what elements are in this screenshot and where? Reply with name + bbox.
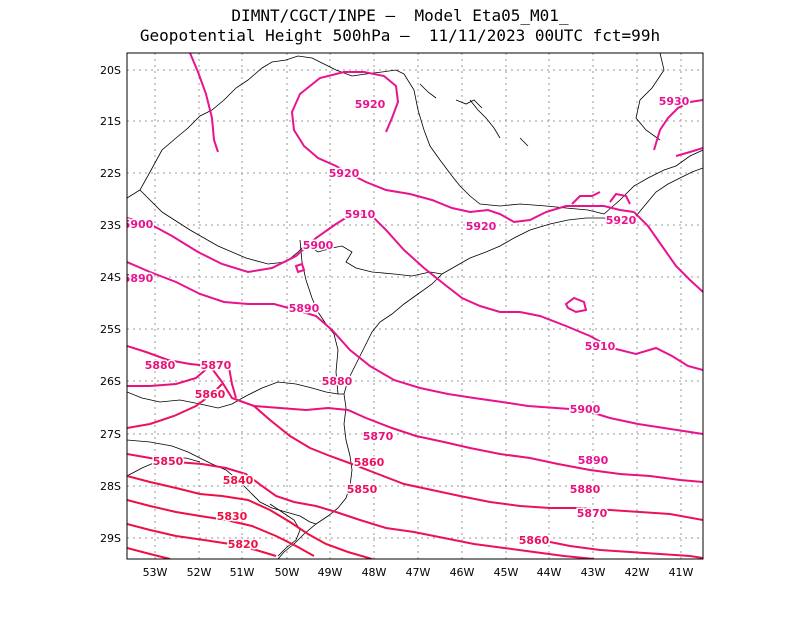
coastline-sp-rj [441, 167, 703, 275]
contour-label: 5890 [123, 272, 154, 285]
contour-5870 [127, 365, 211, 387]
contour-5870-b [227, 361, 237, 399]
contour-5900-small [294, 262, 306, 274]
contour-5810 [127, 547, 171, 559]
contour-5820 [127, 523, 277, 557]
lon-tick-label: 43W [581, 566, 606, 579]
lat-lon-grid [127, 53, 703, 559]
contour-label: 5870 [201, 359, 232, 372]
contour-5830 [127, 499, 315, 557]
contour-label: 5870 [577, 507, 608, 520]
lon-tick-label: 47W [406, 566, 431, 579]
contour-label: 5900 [303, 239, 334, 252]
state-border-es [635, 53, 665, 141]
axis-tick-labels: 20S 21S 22S 23S 24S 25S 26S 27S 28S 29S 53W 52W 51W 5… [100, 64, 694, 579]
lon-tick-label: 50W [275, 566, 300, 579]
contour-5930 [653, 99, 703, 151]
lon-tick-label: 44W [537, 566, 562, 579]
contour-label: 5860 [519, 534, 550, 547]
contour-label: 5830 [217, 510, 248, 523]
map-title-line-2: Geopotential Height 500hPa – 11/11/2023 … [139, 26, 661, 45]
state-border-sp-mg [403, 73, 605, 215]
contour-label: 5850 [347, 483, 378, 496]
state-border-rj-mg [603, 149, 703, 215]
contour-5910-east [633, 211, 703, 293]
contour-label: 5840 [223, 474, 254, 487]
contour-5840 [127, 475, 373, 559]
paraguay-river [299, 239, 339, 395]
lagoon-outline [269, 503, 301, 557]
contour-label: 5890 [578, 454, 609, 467]
contour-5920-loop-b [609, 192, 631, 205]
contour-label: 5820 [228, 538, 259, 551]
contour-5860-east [539, 539, 703, 559]
contour-5920-loop [571, 191, 601, 205]
lat-tick-label: 29S [100, 532, 121, 545]
geopotential-contours [127, 53, 703, 559]
map-frame [126, 52, 704, 560]
lon-tick-label: 51W [230, 566, 255, 579]
contour-5850 [127, 453, 595, 559]
contour-label: 5900 [570, 403, 601, 416]
lon-tick-label: 48W [362, 566, 387, 579]
contour-label: 5900 [123, 218, 154, 231]
contour-label: 5870 [363, 430, 394, 443]
lon-tick-label: 49W [318, 566, 343, 579]
lat-tick-label: 22S [100, 167, 121, 180]
contour-label: 5880 [322, 375, 353, 388]
lon-tick-label: 53W [143, 566, 168, 579]
contour-5930-b [675, 147, 703, 157]
lat-tick-label: 20S [100, 64, 121, 77]
contour-label: 5860 [354, 456, 385, 469]
reservoir-4 [419, 83, 437, 99]
contour-label: 5920 [466, 220, 497, 233]
contour-label: 5930 [659, 95, 690, 108]
lon-tick-label: 41W [669, 566, 694, 579]
contour-5910-blob [564, 296, 588, 314]
lat-tick-label: 25S [100, 323, 121, 336]
contour-label: 5850 [153, 455, 184, 468]
lon-tick-label: 46W [450, 566, 475, 579]
contour-label: 5910 [585, 340, 616, 353]
contour-label: 5890 [289, 302, 320, 315]
contour-5920-closed [290, 71, 635, 224]
state-border-pr-sc [127, 381, 344, 409]
lat-tick-label: 23S [100, 219, 121, 232]
contour-5900 [127, 261, 703, 435]
contour-5910 [127, 213, 703, 371]
lon-tick-label: 42W [625, 566, 650, 579]
reservoir-3 [519, 137, 529, 147]
contour-labels: 5930 5920 5920 5920 5920 5910 5910 5900 5900 5900… [123, 94, 691, 553]
lat-tick-label: 21S [100, 115, 121, 128]
contour-label: 5860 [195, 388, 226, 401]
reservoir-1 [469, 99, 501, 139]
coastline-pr-sc [277, 273, 443, 559]
state-border-sc-rs [127, 439, 317, 525]
lon-tick-label: 52W [187, 566, 212, 579]
coastline-and-borders [127, 53, 703, 559]
contour-label: 5920 [355, 98, 386, 111]
contour-label: 5880 [570, 483, 601, 496]
lat-tick-label: 26S [100, 375, 121, 388]
reservoir-2 [455, 99, 483, 109]
state-border-ms-pr [139, 189, 307, 265]
contour-label: 5880 [145, 359, 176, 372]
state-border-mg-sp [127, 55, 405, 199]
lat-tick-label: 27S [100, 428, 121, 441]
contour-5920-north [189, 53, 219, 153]
contour-label: 5920 [606, 214, 637, 227]
lat-tick-label: 24S [100, 271, 121, 284]
lat-tick-label: 28S [100, 480, 121, 493]
state-border-sp-pr [305, 243, 443, 277]
contour-label: 5920 [329, 167, 360, 180]
lon-tick-label: 45W [494, 566, 519, 579]
contour-label: 5910 [345, 208, 376, 221]
map-title-line-1: DIMNT/CGCT/INPE – Model Eta05_M01_ [231, 6, 569, 25]
contour-5860 [127, 383, 703, 521]
